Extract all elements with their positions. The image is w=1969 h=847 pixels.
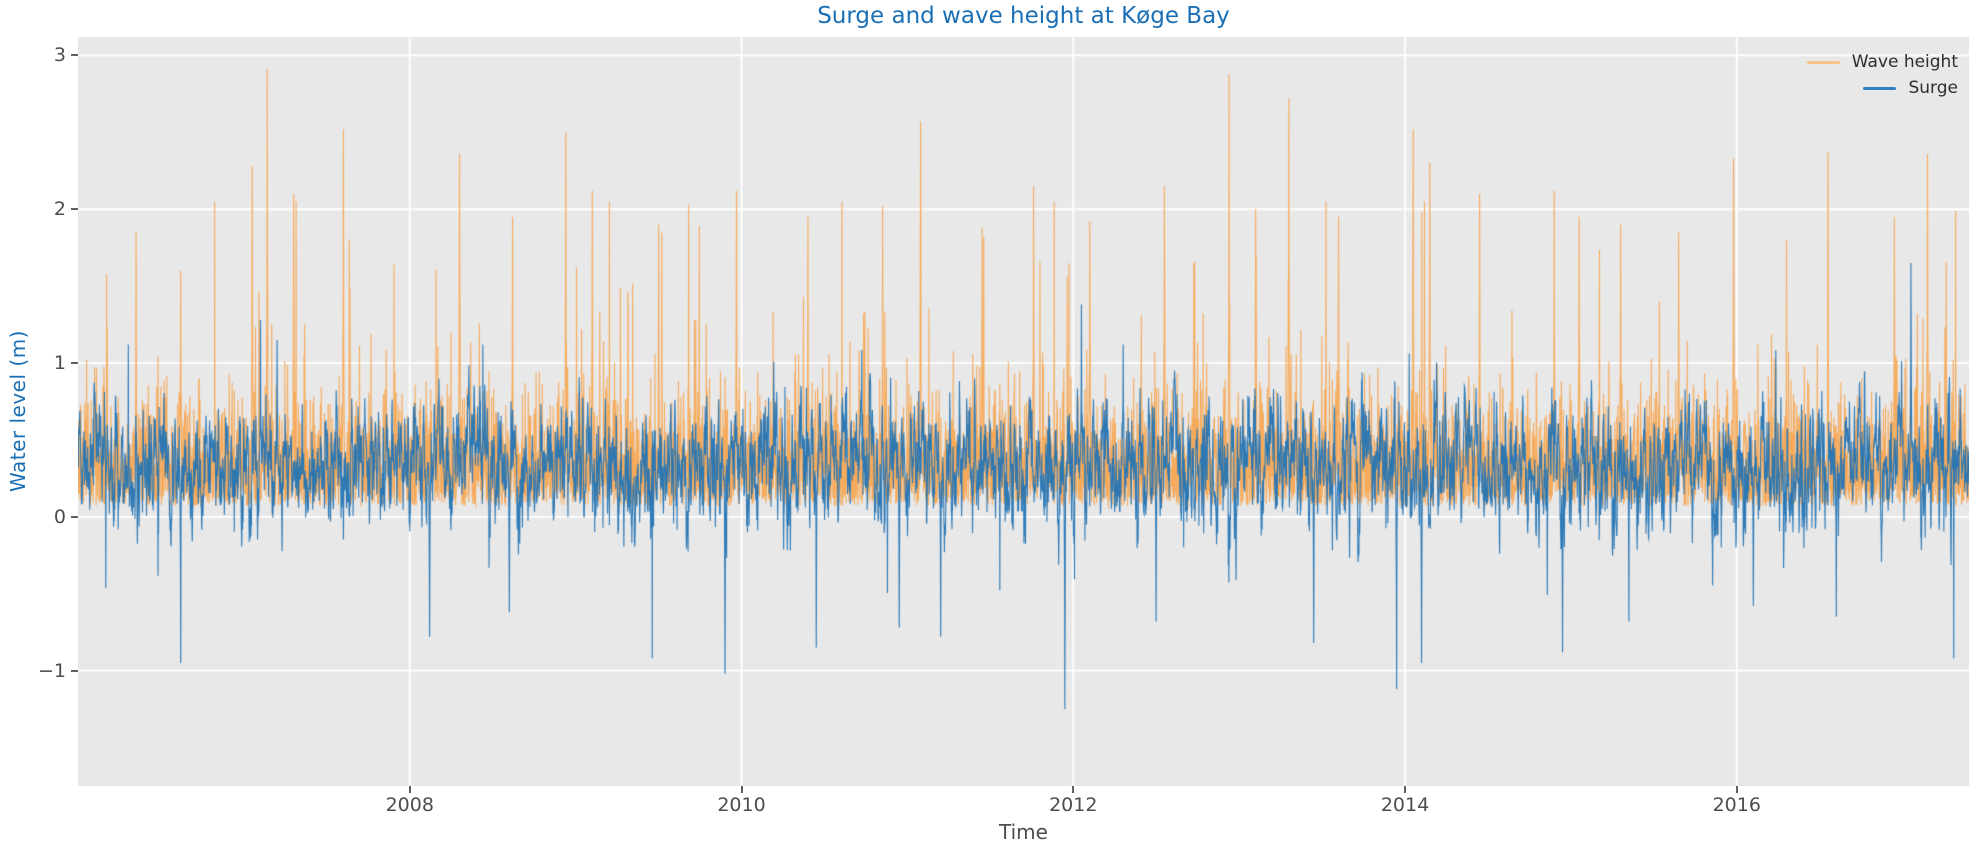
x-tick-label-2012: 2012 <box>1049 794 1098 816</box>
surge-line-swatch <box>1863 86 1897 90</box>
y-tick-mark-0 <box>71 515 78 518</box>
y-tick-label-2: 2 <box>53 198 66 221</box>
y-tick-mark-2 <box>71 208 78 211</box>
x-tick-mark-2016 <box>1735 786 1738 793</box>
x-tick-label-2016: 2016 <box>1712 794 1761 816</box>
y-tick-mark-1 <box>71 362 78 365</box>
x-tick-label-2008: 2008 <box>385 794 434 816</box>
x-tick-label-2010: 2010 <box>717 794 766 816</box>
wave-height-line-swatch <box>1806 60 1840 64</box>
x-tick-mark-2008 <box>408 786 411 793</box>
legend-label-wave-height: Wave height <box>1851 52 1958 72</box>
y-tick-label-1: 1 <box>53 352 66 375</box>
x-axis-label: Time <box>999 820 1048 844</box>
x-tick-label-2014: 2014 <box>1380 794 1430 816</box>
x-tick-mark-2010 <box>740 786 743 793</box>
x-tick-mark-2014 <box>1404 786 1407 793</box>
x-tick-mark-2012 <box>1072 786 1075 793</box>
legend-label-surge: Surge <box>1908 78 1958 98</box>
chart-canvas <box>78 37 1969 786</box>
plot-area: Wave height Surge <box>78 37 1969 786</box>
y-tick-mark-−1 <box>71 669 78 672</box>
y-tick-label-−1: −1 <box>37 659 66 682</box>
legend-item-wave-height[interactable]: Wave height <box>1806 49 1958 75</box>
legend-item-surge[interactable]: Surge <box>1807 75 1958 101</box>
y-tick-mark-3 <box>71 54 78 57</box>
chart-title: Surge and wave height at Køge Bay <box>817 3 1230 29</box>
y-tick-label-0: 0 <box>53 505 66 528</box>
y-tick-label-3: 3 <box>53 44 66 67</box>
legend: Wave height Surge <box>1806 49 1958 101</box>
